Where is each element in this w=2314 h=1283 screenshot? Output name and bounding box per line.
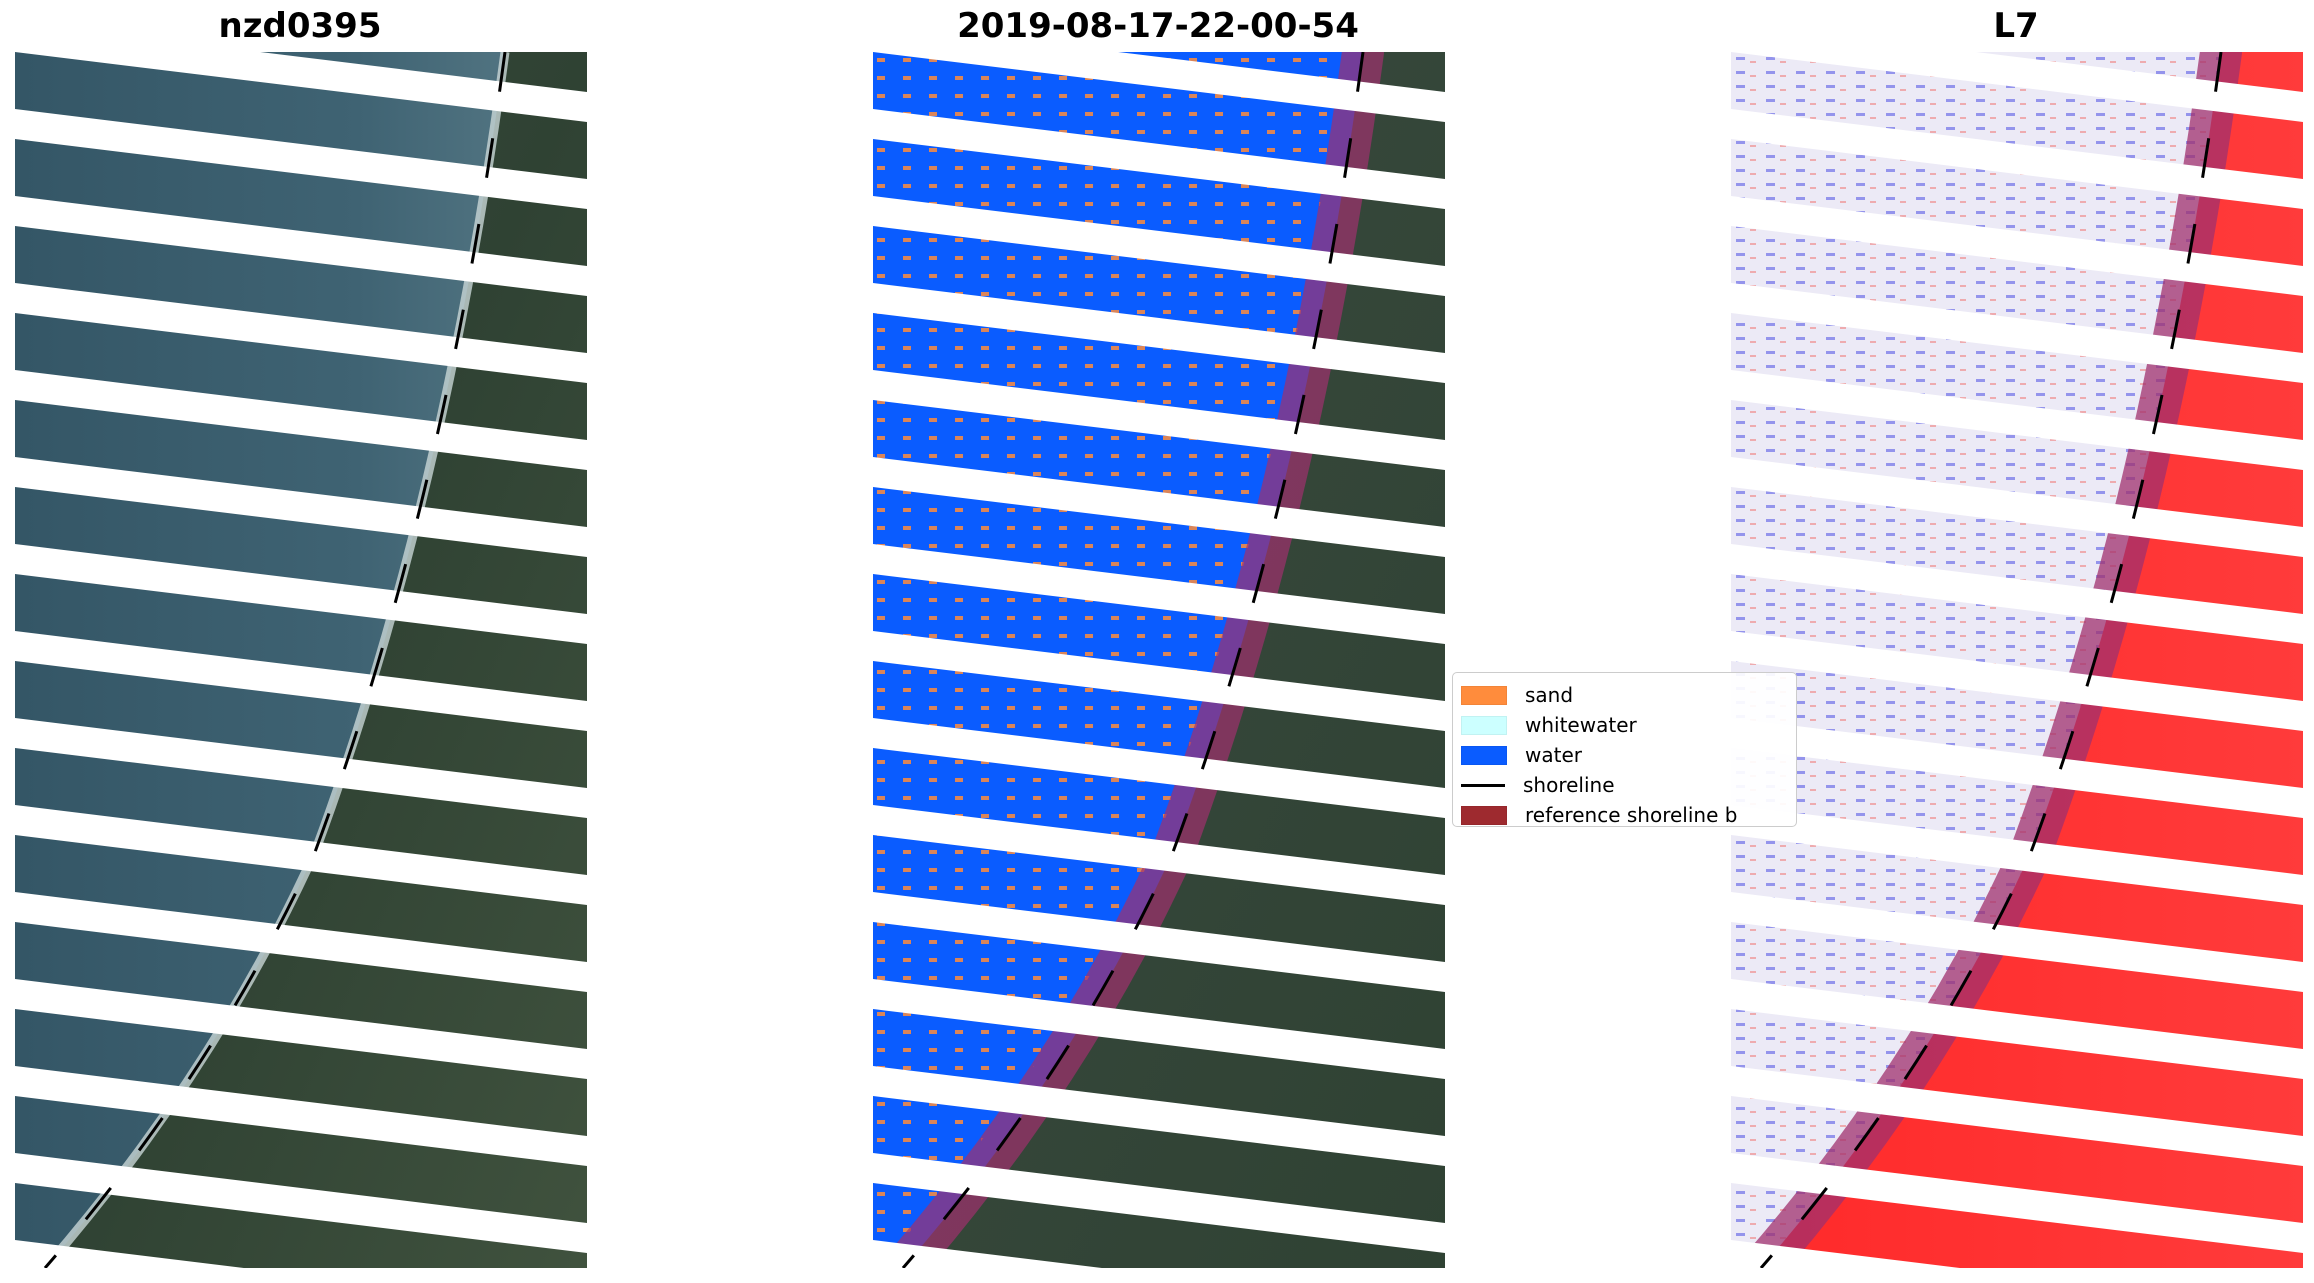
water-swatch-icon [1461, 745, 1507, 765]
legend-label-sand: sand [1525, 683, 1574, 707]
legend-label-whitewater: whitewater [1525, 713, 1637, 737]
legend-item-reference-shoreline: reference shoreline b [1461, 802, 1737, 828]
legend-item-sand: sand [1461, 682, 1573, 708]
legend-label-reference-shoreline: reference shoreline b [1525, 803, 1738, 827]
legend-item-water: water [1461, 742, 1582, 768]
title-panel-1: nzd0395 [218, 6, 382, 46]
legend-item-shoreline: shoreline [1461, 772, 1615, 798]
legend-item-whitewater: whitewater [1461, 712, 1637, 738]
title-panel-2: 2019-08-17-22-00-54 [957, 6, 1359, 46]
legend-label-shoreline: shoreline [1523, 773, 1615, 797]
sand-swatch-icon [1461, 685, 1507, 705]
shoreline-line-icon [1461, 783, 1505, 787]
reference-shoreline-swatch-icon [1461, 805, 1507, 825]
whitewater-swatch-icon [1461, 715, 1507, 735]
legend-label-water: water [1525, 743, 1582, 767]
rgb-image-panel [15, 52, 587, 1268]
title-panel-3: L7 [1993, 6, 2039, 46]
index-panel [1731, 52, 2303, 1268]
legend: sand whitewater water shoreline referenc… [1452, 672, 1797, 827]
classification-panel [873, 52, 1445, 1268]
